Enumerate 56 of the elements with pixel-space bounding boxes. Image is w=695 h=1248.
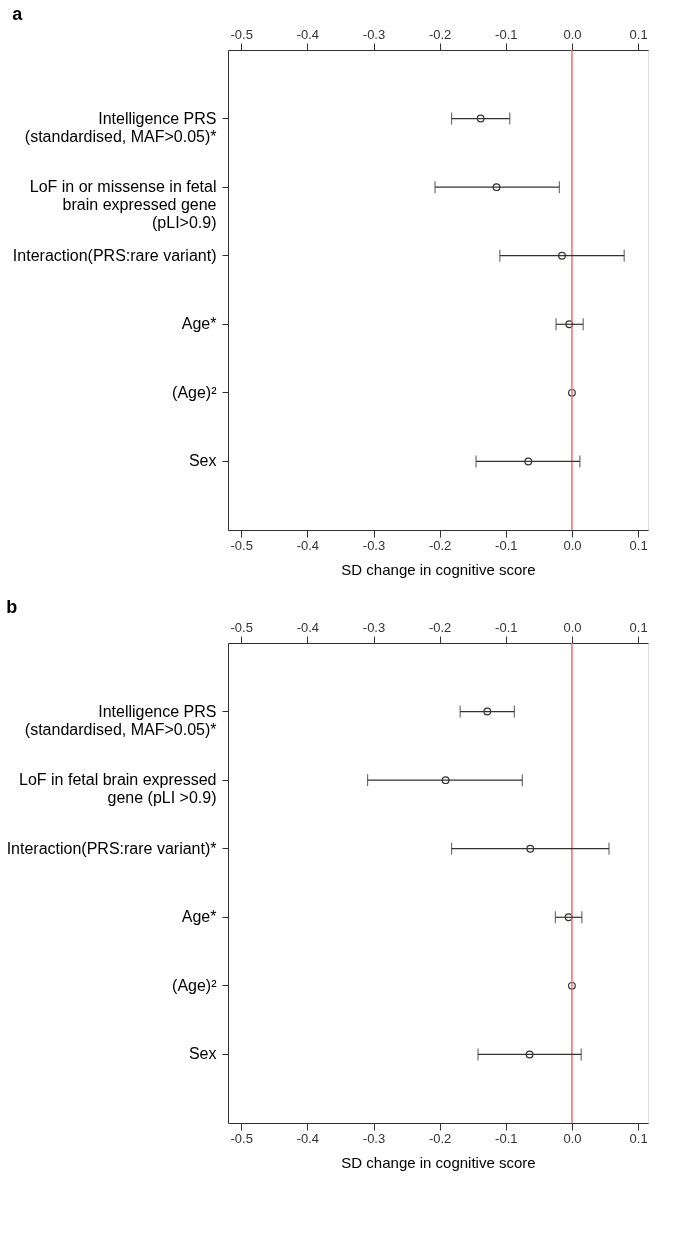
point	[476, 114, 485, 123]
x2-tick-label: -0.1	[495, 26, 518, 42]
x2-tick-label: -0.4	[296, 26, 320, 42]
x-tick-label: -0.4	[296, 537, 320, 553]
x2-tick-label: -0.2	[428, 619, 452, 635]
x-tick-label: 0.0	[563, 1130, 582, 1146]
x2-tick-label: -0.3	[362, 619, 386, 635]
x2-tick-label: 0.1	[629, 619, 648, 635]
point	[526, 844, 535, 853]
y-tick-label: Age*	[181, 908, 217, 926]
point	[565, 320, 574, 329]
x2-tick-label: -0.3	[362, 26, 386, 42]
x-tick-label: -0.2	[428, 537, 452, 553]
point	[441, 776, 450, 785]
point	[567, 981, 576, 990]
x2-tick-label: 0.1	[629, 26, 648, 42]
x-tick-label: 0.1	[629, 537, 648, 553]
x-tick-label: -0.3	[362, 1130, 386, 1146]
x2-tick-label: -0.5	[230, 619, 253, 635]
point	[524, 457, 533, 466]
point	[567, 388, 576, 397]
x-tick-label: -0.4	[296, 1130, 320, 1146]
x2-tick-label: -0.4	[296, 619, 320, 635]
y-tick-label: Sex	[188, 452, 217, 470]
y-tick-label: Interaction(PRS:rare variant)	[12, 246, 217, 264]
point	[558, 251, 566, 260]
x2-tick-label: -0.2	[428, 26, 452, 42]
y-tick-label: Age*	[181, 315, 217, 333]
x-tick-label: 0.0	[563, 537, 582, 553]
x-tick-label: -0.5	[230, 537, 253, 553]
y-tick-label: (Age)²	[172, 976, 218, 994]
text: b	[6, 597, 18, 617]
y-tick-label: (Age)²	[172, 383, 218, 401]
y-tick-label: LoF in or missense in fetal brain expressed gene (pLI>0.9)	[29, 178, 217, 232]
y-tick-label: Interaction(PRS:rare variant)*	[6, 839, 217, 857]
y-tick-label: Sex	[188, 1045, 217, 1063]
y-tick-label: Intelligence PRS (standardised, MAF>0.05)*	[24, 702, 217, 738]
y-tick-label: LoF in fetal brain expressed gene (pLI >0.9)	[19, 771, 217, 807]
x-tick-label: -0.1	[495, 1130, 518, 1146]
x-tick-label: -0.1	[495, 537, 518, 553]
x-axis-title: SD change in cognitive score	[341, 560, 536, 578]
point	[564, 913, 573, 922]
x2-tick-label: -0.1	[495, 619, 518, 635]
point	[525, 1050, 534, 1059]
x-axis-title: SD change in cognitive score	[341, 1153, 536, 1171]
text: a	[12, 4, 24, 24]
x2-tick-label: 0.0	[563, 26, 582, 42]
x-tick-label: -0.5	[230, 1130, 253, 1146]
y-tick-label: Intelligence PRS (standardised, MAF>0.05)*	[24, 109, 217, 145]
x2-tick-label: -0.5	[230, 26, 253, 42]
x-tick-label: 0.1	[629, 1130, 648, 1146]
x-tick-label: -0.2	[428, 1130, 452, 1146]
point	[492, 183, 501, 192]
point	[483, 707, 492, 716]
x2-tick-label: 0.0	[563, 619, 582, 635]
x-tick-label: -0.3	[362, 537, 386, 553]
